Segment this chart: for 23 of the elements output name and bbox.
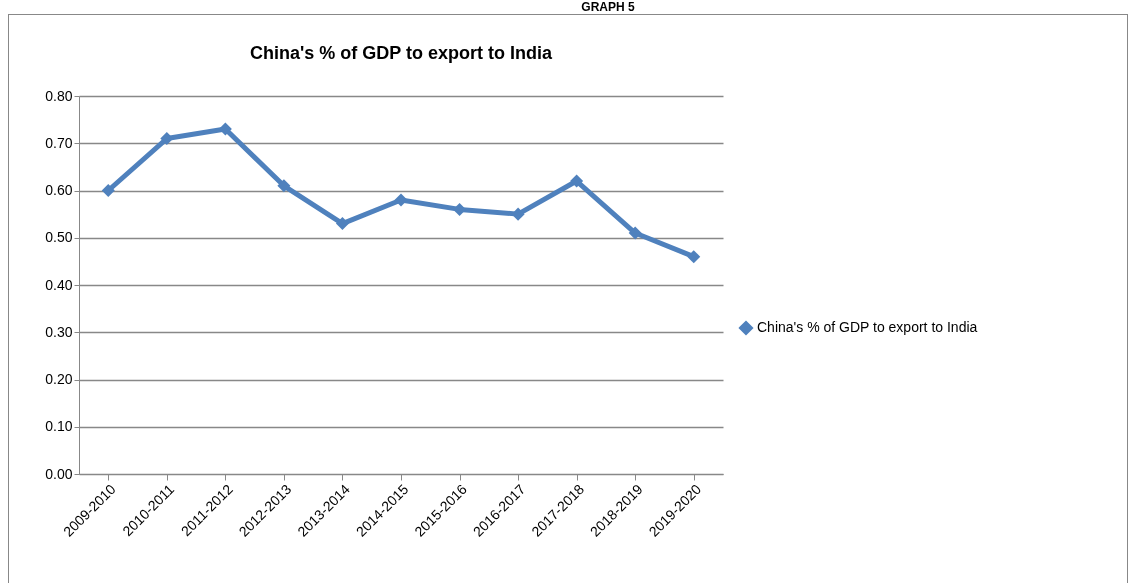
point [277, 179, 291, 193]
y-tick-label: 0.80 [45, 87, 73, 104]
point [218, 122, 232, 136]
y-tick-label: 0.40 [45, 276, 73, 293]
y-tick-label: 0.00 [45, 465, 73, 482]
y-tick-label: 0.10 [45, 418, 73, 435]
point [511, 207, 525, 221]
point [101, 183, 115, 198]
point [628, 226, 642, 240]
y-tick-label: 0.50 [45, 229, 73, 246]
point [335, 217, 349, 231]
y-tick-label: 0.70 [45, 134, 73, 151]
point [570, 174, 584, 188]
point [394, 193, 408, 207]
chart-title: China's % of GDP to export to India [250, 43, 553, 63]
caption: GRAPH 5 [580, 0, 636, 14]
y-tick-label: 0.30 [45, 323, 73, 340]
point [687, 250, 701, 264]
y-tick-label: 0.20 [45, 371, 73, 387]
legend-label: China's % of GDP to export to India [757, 319, 978, 335]
point [453, 202, 467, 216]
y-tick-label: 0.60 [45, 182, 73, 198]
point [160, 132, 174, 146]
